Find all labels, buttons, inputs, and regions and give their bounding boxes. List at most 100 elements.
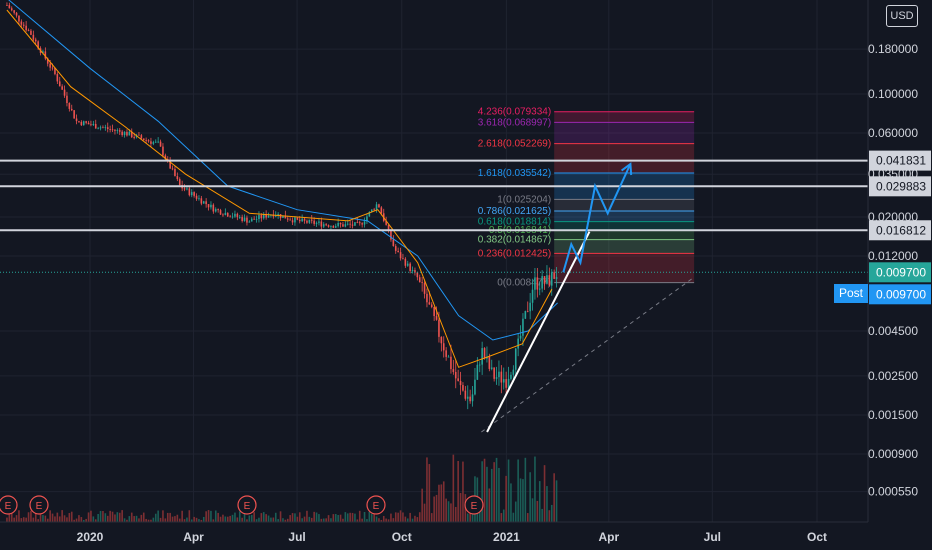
candle-body: [118, 130, 121, 132]
candle-body: [200, 198, 203, 204]
price-axis[interactable]: 0.1800000.1000000.0600000.0350000.020000…: [868, 42, 918, 499]
candle-body: [142, 138, 145, 141]
candle-body: [169, 159, 171, 169]
volume-bar: [450, 503, 452, 522]
volume-bar: [32, 517, 35, 522]
volume-bar: [373, 510, 375, 522]
candle-body: [82, 121, 85, 126]
candle-body: [8, 5, 11, 9]
candle-body: [394, 246, 397, 251]
candle-body: [49, 63, 51, 68]
candle-body: [214, 209, 217, 212]
candle-body: [102, 127, 104, 129]
projection-path[interactable]: [562, 163, 632, 273]
candle-body: [190, 192, 193, 196]
candle-body: [291, 220, 294, 223]
fib-anchor-dashed-line: [481, 276, 695, 433]
volume-bar: [234, 512, 236, 522]
time-tick-label: Apr: [183, 530, 204, 544]
candle-body: [409, 263, 411, 271]
volume-bar: [46, 518, 49, 522]
volume-bar: [414, 515, 416, 522]
candle-body: [61, 86, 63, 90]
candle-body: [123, 131, 126, 136]
candle-body: [274, 215, 277, 217]
candle-body: [154, 141, 157, 143]
volume-bar: [152, 517, 155, 522]
fib-level-label: 0.618(0.018814): [478, 217, 551, 228]
earnings-marker: [464, 495, 484, 515]
volume-bar: [162, 510, 164, 522]
candle-body: [541, 276, 543, 289]
volume-bar: [486, 466, 488, 522]
volume-bar: [529, 472, 531, 522]
volume-bar: [282, 518, 284, 522]
volume-bar: [219, 516, 222, 522]
candle-body: [150, 141, 152, 144]
candle-body: [277, 214, 279, 216]
volume-bar: [493, 462, 495, 522]
candle-body: [13, 10, 15, 13]
candle-body: [464, 390, 467, 399]
volume-bar: [294, 513, 296, 522]
volume-bar: [447, 501, 450, 522]
candle-body: [440, 336, 443, 344]
level-tag-text: 0.029883: [876, 179, 926, 193]
time-tick-label: Apr: [598, 530, 619, 544]
volume-bar: [80, 517, 83, 522]
volume-bar: [284, 519, 287, 522]
candle-body: [524, 311, 527, 319]
candle-body: [490, 367, 493, 369]
candle-body: [498, 371, 500, 378]
earnings-marker-label: E: [373, 501, 380, 512]
time-axis-background: [0, 522, 932, 550]
candle-body: [6, 5, 8, 6]
volume-bar: [423, 503, 426, 522]
volume-bar: [370, 513, 373, 522]
candle-body: [260, 215, 263, 219]
volume-bar: [546, 486, 548, 522]
candle-body: [68, 103, 71, 109]
volume-bar: [332, 514, 335, 522]
candle-body: [442, 343, 445, 351]
chart-grid: [0, 0, 868, 522]
candle-body: [27, 30, 30, 31]
horizontal-levels[interactable]: [0, 159, 868, 232]
volume-bar: [306, 510, 308, 522]
volume-bar: [445, 498, 447, 522]
volume-bar: [330, 518, 332, 522]
volume-bar: [44, 515, 47, 522]
candle-body: [236, 213, 239, 218]
candle-body: [368, 211, 371, 217]
volume-bar: [207, 510, 210, 522]
volume-bar: [406, 518, 409, 522]
candle-body: [298, 219, 301, 222]
fib-zone: [554, 111, 695, 123]
candle-body: [34, 39, 37, 42]
candle-body: [361, 223, 363, 225]
fib-level-label: 1.618(0.035542): [478, 168, 551, 179]
candle-body: [111, 129, 114, 131]
volume-bar: [145, 518, 147, 522]
candle-body: [258, 215, 260, 220]
volume-bar: [522, 479, 524, 522]
candle-body: [476, 364, 479, 380]
candle-body: [546, 275, 548, 284]
fibonacci-extension[interactable]: [554, 111, 695, 284]
currency-button[interactable]: USD: [886, 5, 918, 27]
volume-bar: [214, 510, 217, 522]
candle-body: [80, 121, 83, 126]
earnings-marker: [0, 495, 18, 515]
time-axis[interactable]: 2020 Apr Jul Oct 2021 Apr Jul Oct: [77, 530, 827, 544]
support-trendline[interactable]: [486, 231, 591, 433]
volume-bar: [169, 512, 171, 522]
candle-body: [66, 95, 68, 104]
volume-bar: [478, 507, 481, 522]
candle-body: [315, 222, 318, 224]
candle-body: [414, 270, 416, 273]
candle-body: [334, 226, 337, 228]
candle-body: [466, 396, 469, 399]
candle-body: [421, 282, 423, 283]
